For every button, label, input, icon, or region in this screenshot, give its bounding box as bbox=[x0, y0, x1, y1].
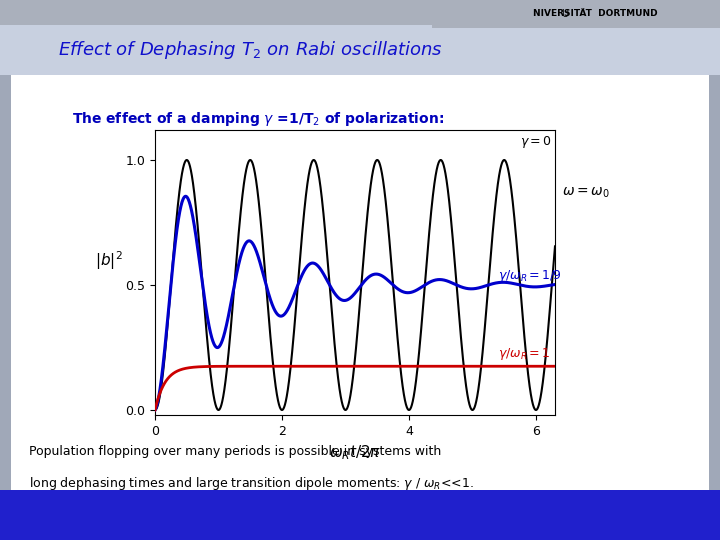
Text: Population flopping over many periods is possible in systems with: Population flopping over many periods is… bbox=[29, 445, 441, 458]
Text: long dephasing times and large transition dipole moments: $\gamma$ / $\omega_R$<: long dephasing times and large transitio… bbox=[29, 475, 474, 492]
Y-axis label: $|b|^2$: $|b|^2$ bbox=[95, 250, 122, 273]
Text: $\gamma=0$: $\gamma=0$ bbox=[520, 134, 552, 150]
Text: $\gamma/\omega_R=1/9$: $\gamma/\omega_R=1/9$ bbox=[498, 268, 562, 284]
Text: $\it{Effect\ of\ Dephasing}$ $\it{T}_2$$\it{\ on\ Rabi\ oscillations}$: $\it{Effect\ of\ Dephasing}$ $\it{T}_2$$… bbox=[58, 39, 442, 61]
Text: $\omega=\omega_0$: $\omega=\omega_0$ bbox=[562, 186, 610, 200]
Text: U: U bbox=[562, 9, 569, 19]
X-axis label: $\omega_R t/2\pi$: $\omega_R t/2\pi$ bbox=[329, 443, 381, 462]
Text: The effect of a damping $\gamma$ =1/T$_2$ of polarization:: The effect of a damping $\gamma$ =1/T$_2… bbox=[72, 110, 444, 128]
Text: NIVERSITÄT  DORTMUND: NIVERSITÄT DORTMUND bbox=[533, 10, 657, 18]
Text: $\gamma/\omega_R=1$: $\gamma/\omega_R=1$ bbox=[498, 346, 551, 362]
